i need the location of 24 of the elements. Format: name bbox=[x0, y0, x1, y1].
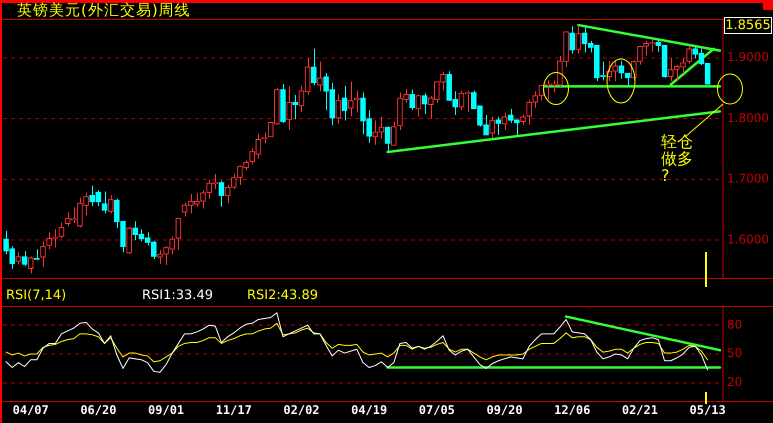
y-tick-label: 1.9000 bbox=[727, 50, 769, 64]
x-tick-label: 04/19 bbox=[351, 402, 388, 417]
text: RSI2:43.89 bbox=[247, 288, 318, 304]
y-tick-label: 20 bbox=[727, 374, 742, 389]
x-tick-label: 06/20 bbox=[80, 402, 116, 417]
x-tick-label: 02/21 bbox=[622, 402, 658, 417]
y-tick-label: 1.7000 bbox=[727, 172, 769, 186]
series-label: RSI1:33.49 bbox=[142, 288, 213, 304]
y-tick-label: 1.6000 bbox=[727, 232, 769, 246]
x-tick-label: 12/06 bbox=[554, 402, 590, 417]
y-tick-label: 1.8000 bbox=[727, 110, 769, 125]
chart-title: RSI(7,14) bbox=[6, 288, 66, 304]
x-tick-label: 09/01 bbox=[148, 402, 184, 417]
x-tick-label: 07/05 bbox=[418, 402, 455, 417]
x-tick-label: 04/07 bbox=[12, 402, 49, 417]
y-tick-label: 80 bbox=[727, 317, 742, 332]
x-tick-label: 11/17 bbox=[216, 402, 252, 417]
y-tick-label: 50 bbox=[727, 346, 742, 360]
chart-title: 英镑美元(外汇交易)周线 bbox=[17, 1, 191, 19]
x-tick-label: 05/13 bbox=[690, 402, 726, 417]
x-tick-label: 02/02 bbox=[283, 402, 320, 417]
text: 1.8565 bbox=[724, 17, 772, 34]
annotation: 轻仓做多? bbox=[661, 132, 694, 185]
x-tick-label: 09/20 bbox=[486, 402, 523, 417]
